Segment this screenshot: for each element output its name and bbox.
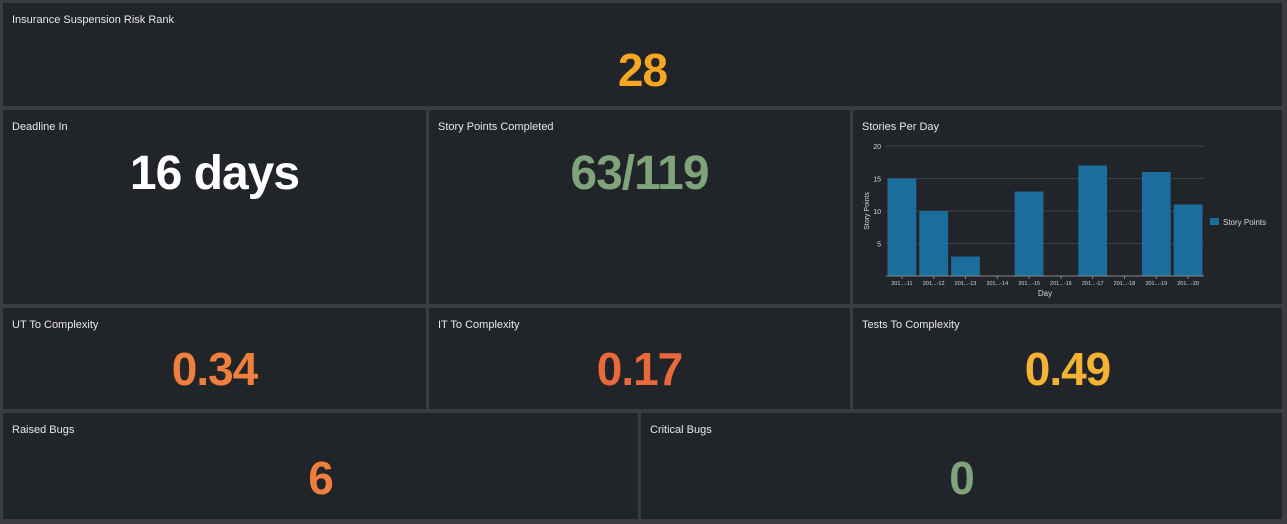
deadline-panel: Deadline In 16 days (3, 110, 426, 304)
x-tick-label: 201...-14 (986, 281, 1008, 287)
story-points-value: 63/119 (570, 147, 709, 200)
ut-complexity-panel: UT To Complexity 0.34 (3, 308, 426, 409)
deadline-value: 16 days (129, 147, 300, 200)
stories-per-day-panel: Stories Per Day 5 10 15 20 201...-11 201...-… (853, 110, 1282, 304)
y-tick-label: 10 (873, 209, 881, 216)
legend-label: Story Points (1223, 218, 1266, 227)
x-tick-label: 201...-18 (1114, 281, 1136, 287)
chart-x-ticks: 201...-11 201...-12 201...-13 201...-14 201.… (891, 276, 1199, 287)
chart-bars (887, 165, 1203, 276)
raised-bugs-panel: Raised Bugs 6 (3, 413, 638, 519)
risk-rank-value: 28 (617, 44, 668, 96)
chart-x-label: Day (1038, 289, 1052, 298)
chart-legend: Story Points (1210, 218, 1266, 227)
ut-complexity-value: 0.34 (171, 343, 259, 395)
x-tick-label: 201...-12 (923, 281, 945, 287)
critical-bugs-panel: Critical Bugs 0 (641, 413, 1282, 519)
y-tick-label: 15 (873, 177, 881, 184)
chart-y-ticks: 5 10 15 20 (873, 144, 881, 249)
risk-rank-panel: Insurance Suspension Risk Rank 28 (3, 3, 1282, 106)
panel-title: Tests To Complexity (862, 319, 960, 331)
tests-complexity-value: 0.49 (1024, 343, 1112, 395)
x-tick-label: 201...-15 (1018, 281, 1040, 287)
chart-bar (951, 256, 980, 276)
raised-bugs-value: 6 (308, 452, 334, 504)
y-tick-label: 20 (873, 144, 881, 151)
panel-title: Story Points Completed (438, 121, 554, 133)
panel-title: Stories Per Day (862, 121, 940, 133)
y-tick-label: 5 (877, 242, 881, 249)
panel-title: Critical Bugs (650, 424, 712, 436)
x-tick-label: 201...-11 (891, 281, 912, 287)
it-complexity-panel: IT To Complexity 0.17 (429, 308, 850, 409)
it-complexity-value: 0.17 (596, 343, 684, 395)
chart-y-label: Story Points (864, 192, 871, 230)
chart-bar (1141, 172, 1171, 276)
tests-complexity-panel: Tests To Complexity 0.49 (853, 308, 1282, 409)
panel-title: UT To Complexity (12, 319, 99, 331)
panel-title: Raised Bugs (12, 424, 75, 436)
panel-title: Insurance Suspension Risk Rank (12, 14, 175, 26)
chart-bar (919, 211, 949, 276)
chart-bar (1078, 165, 1108, 276)
x-tick-label: 201...-16 (1050, 281, 1072, 287)
x-tick-label: 201...-13 (955, 281, 977, 287)
critical-bugs-value: 0 (949, 452, 975, 504)
story-points-panel: Story Points Completed 63/119 (429, 110, 850, 304)
x-tick-label: 201...-19 (1145, 281, 1167, 287)
chart-bar (1173, 204, 1203, 276)
legend-swatch (1210, 218, 1219, 225)
chart-bar (887, 178, 917, 276)
x-tick-label: 201...-17 (1082, 281, 1104, 287)
panel-title: IT To Complexity (438, 319, 520, 331)
panel-title: Deadline In (12, 121, 68, 133)
chart-bar (1014, 191, 1044, 276)
x-tick-label: 201...-20 (1177, 281, 1199, 287)
